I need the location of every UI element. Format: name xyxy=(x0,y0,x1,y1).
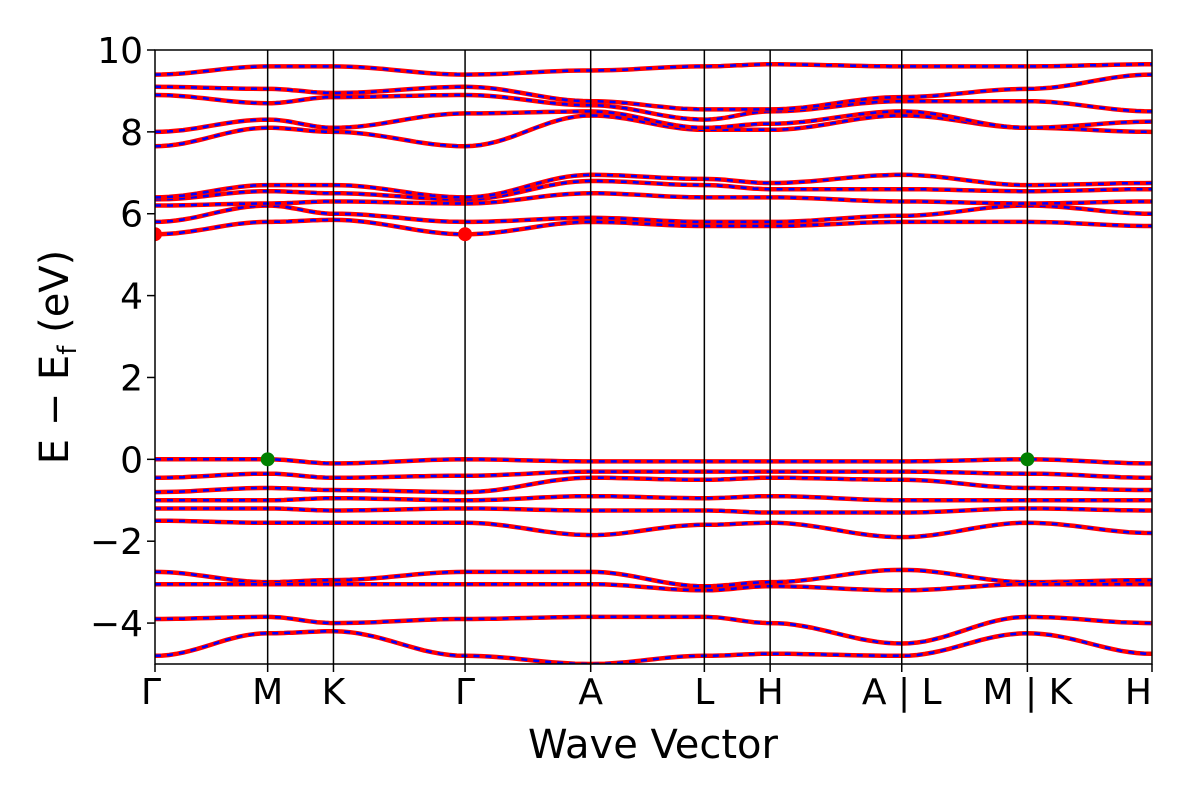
band-line-dash xyxy=(155,582,1152,592)
y-tick-label: 0 xyxy=(120,440,143,481)
x-tick-label: H xyxy=(757,672,784,713)
band-line-dash xyxy=(155,615,1152,645)
y-tick-label: 8 xyxy=(120,113,143,154)
y-tick-label: −2 xyxy=(90,522,143,563)
band-line-dash xyxy=(155,630,1152,664)
x-tick-label: Γ xyxy=(141,672,161,713)
band-line-dash xyxy=(155,458,1152,465)
x-tick-label: M | K xyxy=(983,672,1074,713)
y-tick-label: 2 xyxy=(120,358,143,399)
band-line-dash xyxy=(155,470,1152,480)
band-line-dash xyxy=(155,218,1152,236)
y-axis-title-unit: (eV) xyxy=(32,250,78,346)
band-line-dash xyxy=(155,73,1152,111)
cbm-marker xyxy=(458,227,473,242)
y-tick-label: 4 xyxy=(120,277,143,318)
plot-background xyxy=(155,50,1152,664)
band-line-dash xyxy=(155,476,1152,494)
x-tick-label: H xyxy=(1125,672,1152,713)
x-tick-label: Γ xyxy=(455,672,475,713)
band-line-dash xyxy=(155,507,1152,514)
x-tick-label: K xyxy=(322,672,347,713)
x-axis-title: Wave Vector xyxy=(528,722,779,768)
x-tick-label: A | L xyxy=(862,672,942,713)
extrema-markers xyxy=(155,227,1035,467)
band-line-dash xyxy=(155,110,1152,134)
band-line-dash xyxy=(155,173,1152,199)
y-axis-ticks: −4 −2 0 2 4 6 8 10 xyxy=(90,31,155,645)
x-tick-label: A xyxy=(578,672,603,713)
plot-frame xyxy=(154,49,1153,665)
band-line-dash xyxy=(155,568,1152,588)
y-axis-title-subscript: f xyxy=(53,345,83,355)
band-line-dash xyxy=(155,204,1152,224)
vbm-marker xyxy=(1020,452,1035,467)
y-axis-title-main: E − E xyxy=(32,355,78,465)
y-tick-label: 6 xyxy=(120,195,143,236)
band-line-dash xyxy=(155,63,1152,76)
high-symmetry-lines xyxy=(266,50,1029,664)
y-tick-label: 10 xyxy=(97,31,143,72)
band-line-dash xyxy=(155,192,1152,207)
cbm-marker xyxy=(155,227,162,242)
x-tick-label: L xyxy=(694,672,714,713)
vbm-marker xyxy=(260,452,275,467)
band-line-dash xyxy=(155,93,1152,121)
x-tick-label: M xyxy=(252,672,283,713)
band-line-dash xyxy=(155,179,1152,201)
band-line-dash xyxy=(155,494,1152,502)
band-line-dash xyxy=(155,519,1152,539)
band-lines xyxy=(155,62,1152,664)
y-tick-label: −4 xyxy=(90,604,143,645)
y-axis-title: E − Ef (eV) xyxy=(32,250,83,465)
